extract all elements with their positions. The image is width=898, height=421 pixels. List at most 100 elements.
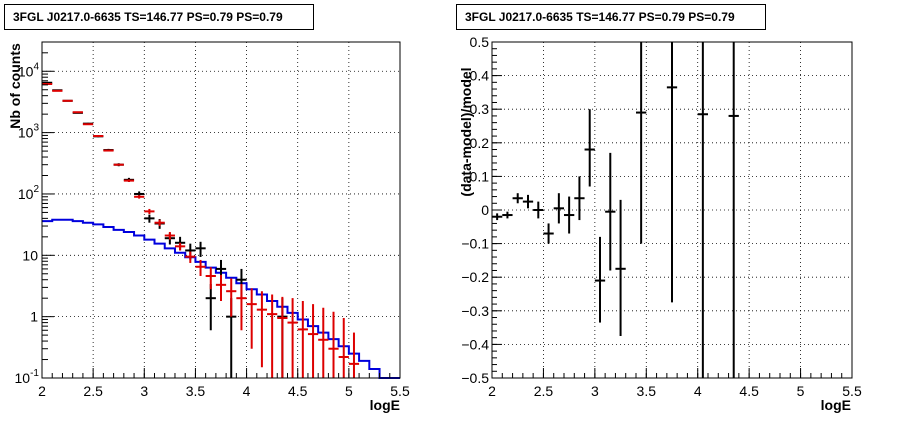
model-point — [174, 242, 186, 251]
counts-spectrum-chart: 2 2.5 3 3.5 4 4.5 5 5.5 10-1 1 10 102 103 104 Nb of c… — [7, 41, 410, 413]
x-tick-label: 5.5 — [842, 383, 862, 399]
model-point — [82, 123, 94, 126]
model-point — [277, 296, 288, 378]
residual-point — [697, 42, 708, 378]
residual-point — [553, 193, 564, 224]
model-point — [113, 163, 124, 166]
x-tick-label: 4.5 — [288, 383, 308, 399]
x-tick-label: 2.5 — [534, 383, 554, 399]
x-axis-label: logE — [370, 397, 400, 413]
model-point — [215, 274, 227, 301]
model-point — [226, 278, 237, 317]
x-tick-label: 3 — [140, 383, 148, 399]
model-point — [52, 89, 63, 92]
model-point — [134, 195, 145, 199]
residual-point — [728, 42, 739, 378]
residual-chart: 2 2.5 3 3.5 4 4.5 5 5.5 −0.5 −0.4 −0.3 −0.2 −0.1 0 0.1… — [458, 34, 862, 413]
residual-point — [564, 196, 575, 234]
residual-point — [574, 176, 585, 221]
x-tick-label: 4 — [243, 383, 251, 399]
y-tick-label: 102 — [18, 184, 40, 202]
residual-point — [666, 42, 678, 303]
y-tick-label: 10 — [22, 247, 38, 263]
residual-point — [615, 199, 626, 336]
model-point — [256, 291, 268, 368]
x-tick-label: 2 — [38, 383, 46, 399]
model-point — [195, 259, 206, 276]
data-point — [144, 214, 155, 223]
x-axis-label: logE — [821, 397, 851, 413]
x-tick-label: 4.5 — [739, 383, 759, 399]
residual-point — [584, 109, 595, 187]
model-point — [123, 179, 135, 182]
x-tick-label: 3 — [591, 383, 599, 399]
y-axis-label: Nb of counts — [7, 43, 23, 129]
y-tick-label: −0.4 — [461, 336, 489, 352]
counts-spectrum-panel: 3FGL J0217.0-6635 TS=146.77 PS=0.79 PS=0… — [4, 4, 410, 413]
model-point — [267, 294, 278, 378]
model-point — [246, 288, 257, 349]
series-layer — [492, 42, 739, 378]
model-point — [205, 267, 216, 290]
residual-point — [522, 194, 534, 209]
model-point — [307, 304, 319, 378]
y-tick-label: 104 — [18, 61, 40, 79]
y-tick-label: 0 — [481, 202, 489, 218]
series-layer — [42, 81, 400, 379]
y-tick-label: 0.3 — [470, 101, 490, 117]
y-tick-label: 0.5 — [470, 34, 490, 50]
y-tick-label: 103 — [18, 123, 40, 141]
y-tick-label: 0.2 — [470, 135, 490, 151]
model-point — [164, 231, 175, 240]
x-tick-label: 5 — [345, 383, 353, 399]
model-point — [185, 251, 196, 263]
model-point — [144, 208, 155, 215]
residual-point — [636, 42, 647, 244]
residual-point — [533, 201, 544, 219]
chart-title: 3FGL J0217.0-6635 TS=146.77 PS=0.79 PS=0… — [4, 4, 314, 30]
x-tick-label: 5 — [797, 383, 805, 399]
residual-point — [502, 211, 513, 219]
y-tick-label: −0.2 — [461, 269, 489, 285]
data-point — [205, 284, 216, 331]
y-tick-label: −0.3 — [461, 303, 489, 319]
y-tick-label: −0.5 — [461, 370, 489, 386]
data-point — [42, 81, 53, 84]
y-axis-label: (data-model)/model — [458, 67, 474, 196]
x-tick-label: 3.5 — [637, 383, 657, 399]
residual-point — [594, 236, 606, 323]
axes: 2 2.5 3 3.5 4 4.5 5 5.5 −0.5 −0.4 −0.3 −0.2 −0.1 0 0.1… — [461, 34, 862, 399]
model-point — [62, 99, 73, 102]
model-point — [103, 149, 114, 152]
model-point — [287, 298, 298, 378]
residual-point — [543, 223, 554, 244]
residual-panel: 3FGL J0217.0-6635 TS=146.77 PS=0.79 PS=0… — [449, 0, 898, 421]
model-point — [297, 300, 308, 378]
model-point — [348, 332, 360, 378]
y-tick-label: 0.4 — [470, 68, 490, 84]
x-tick-label: 4 — [694, 383, 702, 399]
chart-title: 3FGL J0217.0-6635 TS=146.77 PS=0.79 PS=0… — [456, 4, 766, 30]
y-tick-label: 0.1 — [470, 168, 490, 184]
model-point — [318, 307, 329, 378]
model-point — [338, 318, 349, 378]
x-tick-label: 2 — [488, 383, 496, 399]
model-point — [154, 219, 165, 227]
y-tick-label: −0.1 — [461, 236, 489, 252]
model-point — [72, 111, 83, 114]
model-point — [236, 284, 247, 331]
model-point — [328, 311, 339, 378]
grid — [42, 42, 400, 378]
x-tick-label: 5.5 — [390, 383, 410, 399]
model-point — [93, 135, 104, 138]
plot-frame — [41, 41, 401, 379]
residual-point — [512, 193, 523, 204]
x-tick-label: 3.5 — [186, 383, 206, 399]
residual-point — [605, 152, 616, 271]
axes: 2 2.5 3 3.5 4 4.5 5 5.5 10-1 1 10 102 103 104 — [15, 41, 410, 399]
y-tick-label: 1 — [30, 309, 38, 325]
x-tick-label: 2.5 — [83, 383, 103, 399]
model-point — [42, 83, 53, 86]
data-point — [195, 241, 206, 257]
y-tick-label: 10-1 — [15, 368, 40, 386]
